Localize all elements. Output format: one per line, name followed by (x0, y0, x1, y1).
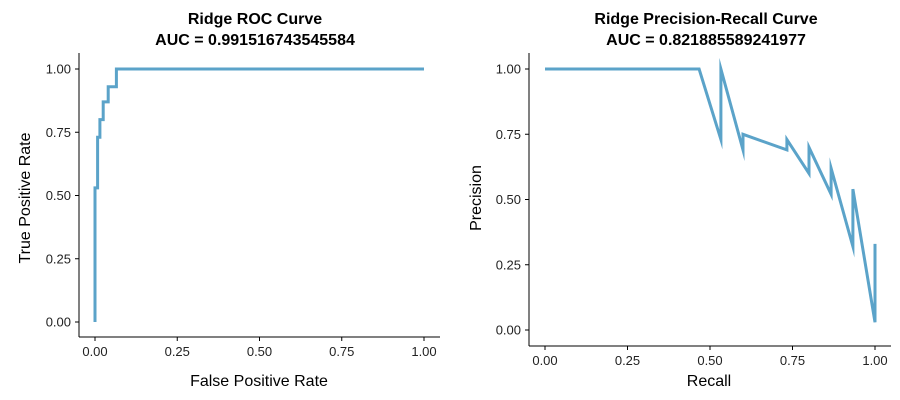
pr-y-axis-label: Precision (468, 165, 485, 231)
roc-chart-title: Ridge ROC Curve (188, 11, 322, 28)
pr-y-tick-label: 0.25 (496, 257, 521, 272)
pr-x-tick-label: 0.00 (532, 353, 557, 368)
roc-y-axis-label: True Positive Rate (17, 132, 34, 263)
roc-x-axis-label: False Positive Rate (190, 373, 328, 390)
roc-y-tick-label: 1.00 (46, 62, 71, 77)
pr-chart-title: Ridge Precision-Recall Curve (594, 11, 817, 28)
roc-x-tick-label: 1.00 (411, 344, 436, 359)
roc-chart-panel: Ridge ROC Curve AUC = 0.991516743545584 … (17, 11, 440, 390)
pr-chart-subtitle: AUC = 0.821885589241977 (606, 32, 806, 49)
pr-curve-line (545, 57, 877, 323)
roc-x-tick-label: 0.25 (165, 344, 190, 359)
roc-x-tick-label: 0.50 (247, 344, 272, 359)
roc-curve-line (93, 67, 424, 322)
roc-x-tick-label: 0.00 (82, 344, 107, 359)
pr-y-tick-label: 0.00 (496, 323, 521, 338)
roc-chart-subtitle: AUC = 0.991516743545584 (155, 32, 355, 49)
pr-chart-panel: Ridge Precision-Recall Curve AUC = 0.821… (468, 11, 891, 390)
pr-y-tick-label: 0.75 (496, 127, 521, 142)
roc-y-tick-label: 0.25 (46, 251, 71, 266)
roc-x-tick-label: 0.75 (329, 344, 354, 359)
roc-y-tick-label: 0.00 (46, 315, 71, 330)
pr-y-tick-label: 1.00 (496, 62, 521, 77)
pr-x-tick-label: 0.50 (697, 353, 722, 368)
roc-y-tick-label: 0.75 (46, 125, 71, 140)
roc-y-tick-label: 0.50 (46, 188, 71, 203)
pr-x-tick-label: 0.75 (780, 353, 805, 368)
pr-x-tick-label: 1.00 (862, 353, 887, 368)
pr-y-tick-label: 0.50 (496, 192, 521, 207)
pr-x-tick-label: 0.25 (615, 353, 640, 368)
pr-x-axis-label: Recall (687, 373, 731, 390)
